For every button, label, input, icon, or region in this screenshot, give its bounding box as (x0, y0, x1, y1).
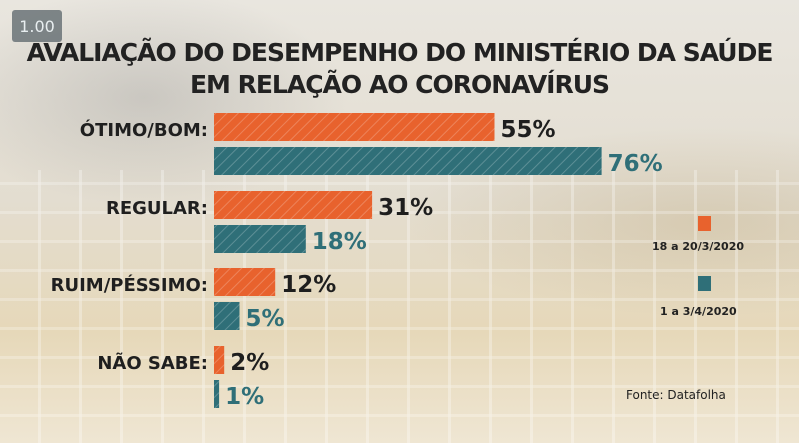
category-label-ruim-pessimo: RUIM/PÉSSIMO: (50, 275, 208, 296)
bar-hatch-1-0 (214, 147, 602, 175)
legend-swatch-series-2 (698, 276, 711, 291)
bar-hatch-1-1 (214, 225, 306, 253)
value-label-0-2: 12% (281, 272, 336, 298)
bar-hatch-0-2 (214, 268, 276, 296)
chart-title-line-2: EM RELAÇÃO AO CORONAVÍRUS (189, 70, 610, 99)
legend-swatch-series-1 (698, 216, 711, 231)
value-label-0-1: 31% (378, 195, 433, 221)
category-label-otimo-bom: ÓTIMO/BOM: (79, 120, 208, 141)
value-label-1-1: 18% (312, 229, 367, 255)
value-label-1-2: 5% (246, 306, 285, 332)
value-label-1-0: 76% (608, 151, 663, 177)
value-label-0-3: 2% (230, 350, 269, 376)
legend-label-series-2: 1 a 3/4/2020 (660, 305, 737, 318)
value-label-0-0: 55% (501, 117, 556, 143)
bar-hatch-1-3 (214, 380, 220, 408)
value-label-1-3: 1% (225, 384, 264, 410)
zoom-badge: 1.00 (12, 10, 62, 42)
source-note: Fonte: Datafolha (626, 388, 726, 402)
category-label-nao-sabe: NÃO SABE: (97, 353, 208, 374)
bar-hatch-0-1 (214, 191, 373, 219)
bar-hatch-1-2 (214, 302, 240, 330)
background-tiles (0, 170, 799, 443)
bar-hatch-0-0 (214, 113, 495, 141)
category-label-regular: REGULAR: (105, 198, 208, 219)
legend-label-series-1: 18 a 20/3/2020 (652, 240, 745, 253)
chart-title-line-1: AVALIAÇÃO DO DESEMPENHO DO MINISTÉRIO DA… (26, 38, 774, 67)
bar-hatch-0-3 (214, 346, 225, 374)
